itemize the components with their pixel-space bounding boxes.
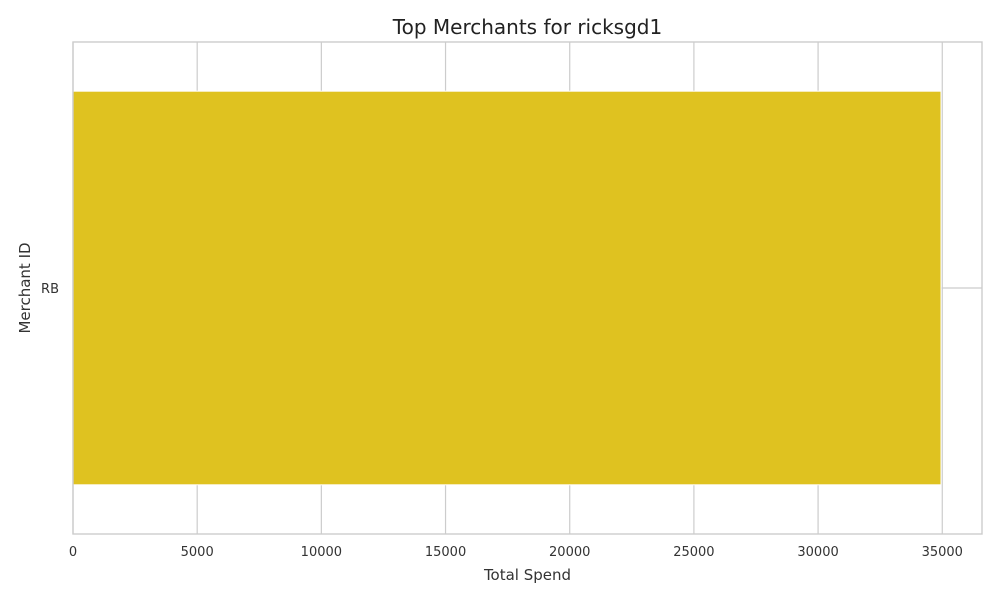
x-tick-label: 0 (69, 545, 77, 560)
chart-title: Top Merchants for ricksgd1 (392, 15, 662, 39)
bar-rb (72, 90, 942, 486)
x-tick-label: 35000 (922, 545, 963, 560)
y-axis-ticks: RB (41, 282, 59, 297)
x-axis-label: Total Spend (483, 566, 571, 584)
x-tick-label: 10000 (301, 545, 342, 560)
x-tick-label: 5000 (181, 545, 214, 560)
x-axis-ticks: 0 5000 10000 15000 20000 25000 30000 35000 (69, 545, 963, 560)
x-tick-label: 30000 (797, 545, 838, 560)
y-axis-label: Merchant ID (16, 242, 34, 333)
x-tick-label: 15000 (425, 545, 466, 560)
y-tick-label: RB (41, 282, 59, 297)
x-tick-label: 20000 (549, 545, 590, 560)
plot-frame (72, 41, 983, 535)
x-tick-label: 25000 (673, 545, 714, 560)
bars (72, 90, 942, 486)
